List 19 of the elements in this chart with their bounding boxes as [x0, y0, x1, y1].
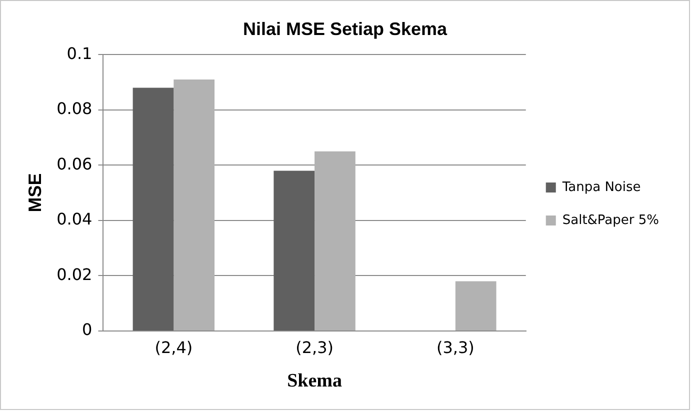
- y-tick-label: 0.06: [56, 154, 92, 174]
- bar: [455, 281, 496, 330]
- y-tick-label: 0.02: [56, 264, 92, 284]
- legend-label: Salt&Paper 5%: [562, 212, 660, 228]
- y-tick-label: 0: [82, 320, 92, 340]
- x-tick-label: (2,4): [154, 338, 193, 357]
- y-axis-title: MSE: [24, 173, 45, 212]
- legend-label: Tanpa Noise: [561, 180, 641, 195]
- bar: [314, 151, 356, 330]
- chart-title: Nilai MSE Setiap Skema: [242, 18, 448, 39]
- x-tick-label: (2,3): [296, 338, 334, 357]
- x-axis-title: Skema: [287, 370, 342, 392]
- bar: [132, 88, 174, 330]
- bar: [174, 79, 215, 330]
- y-tick-label: 0.08: [56, 99, 92, 118]
- y-tick-label: 0.04: [56, 210, 92, 229]
- bar: [274, 170, 315, 330]
- y-tick-label: 0.1: [66, 44, 92, 63]
- x-tick-label: (3,3): [436, 338, 474, 357]
